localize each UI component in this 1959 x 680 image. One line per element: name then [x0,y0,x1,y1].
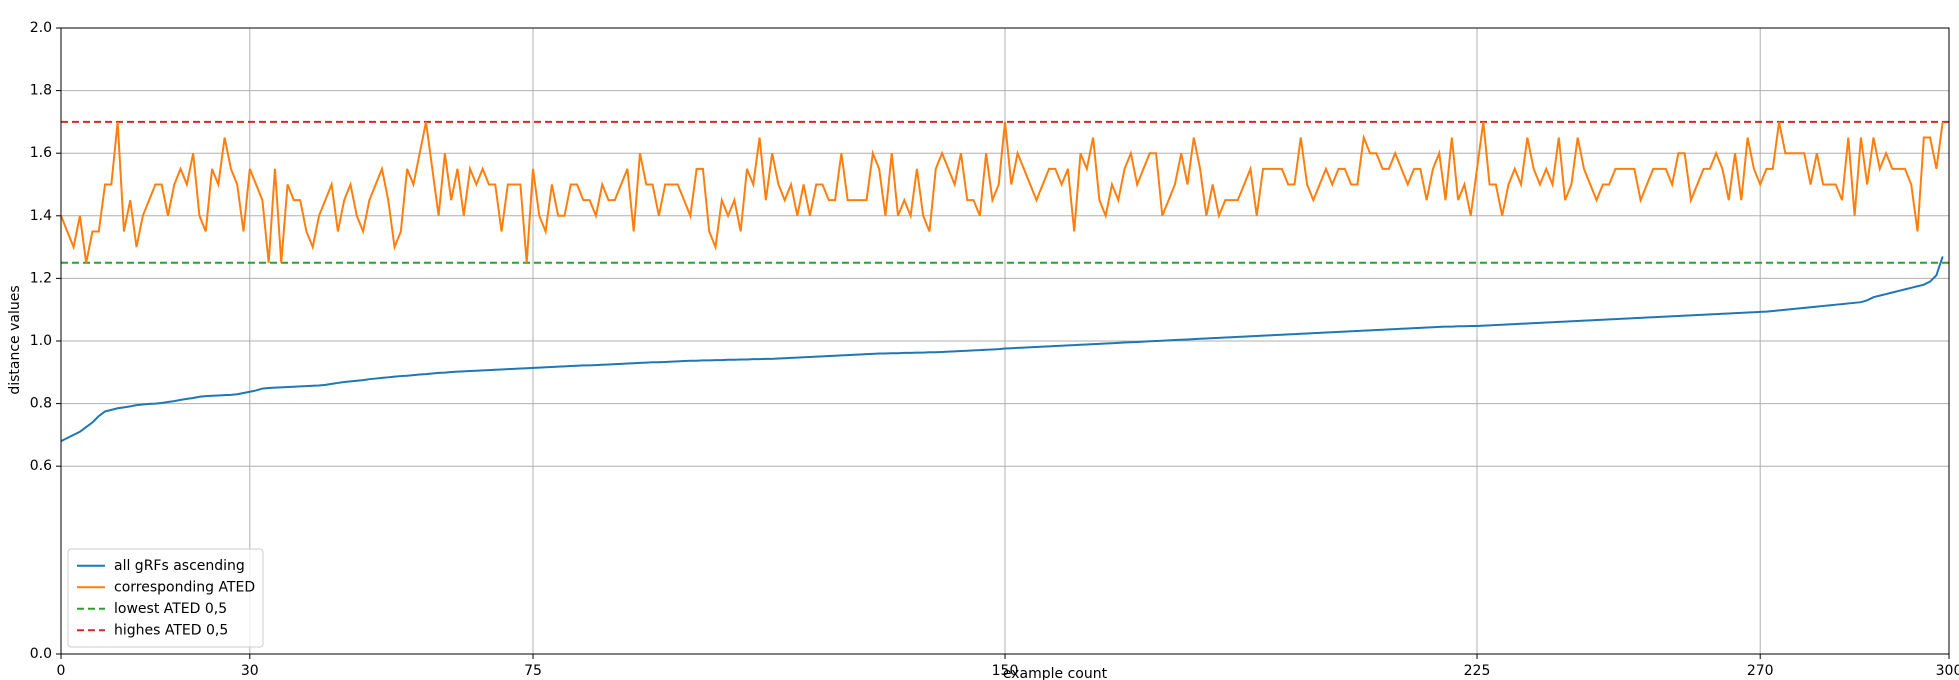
x-tick-label: 75 [524,663,542,679]
y-tick-label: 0.0 [30,646,52,662]
data-line [60,256,1944,443]
x-tick-label: 0 [57,663,66,679]
y-tick-label: 1.6 [30,145,52,161]
y-tick-label: 0.8 [30,396,52,412]
data-line [60,121,1944,263]
x-axis-label: example count [1003,666,1108,680]
y-axis-label: distance values [7,285,23,394]
y-tick-label: 0.6 [30,458,52,474]
x-tick-label: 270 [1747,663,1774,679]
y-tick-label: 1.8 [30,83,52,99]
y-tick-label: 1.0 [30,333,52,349]
y-tick-label: 2.0 [30,20,52,36]
x-tick-label: 300 [1936,663,1959,679]
x-tick-label: 30 [241,663,259,679]
legend-label: lowest ATED 0,5 [114,601,227,617]
y-tick-label: 1.2 [30,270,52,286]
legend-label: highes ATED 0,5 [114,622,228,638]
legend-box [67,548,264,648]
legend-label: all gRFs ascending [114,558,245,574]
plot-frame [60,27,1950,655]
x-tick-label: 225 [1464,663,1491,679]
y-tick-label: 1.4 [30,208,52,224]
legend-label: corresponding ATED [114,579,255,595]
x-tick-label: 150 [992,663,1019,679]
